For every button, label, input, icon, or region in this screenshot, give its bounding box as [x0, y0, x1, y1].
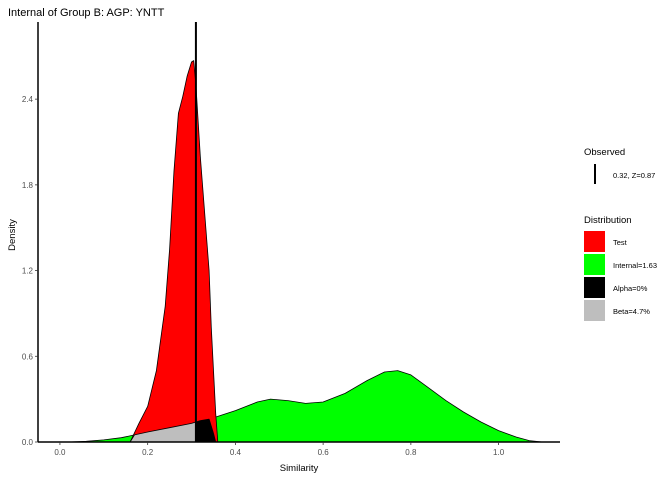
- series-layer: [68, 60, 543, 443]
- y-axis-title: Density: [7, 219, 18, 251]
- legend-observed-label: 0.32, Z=0.87: [613, 171, 655, 180]
- legend-swatch-beta-4-7: [584, 300, 605, 321]
- legend-swatch-alpha-0: [584, 277, 605, 298]
- legend-swatch-test: [584, 231, 605, 252]
- legend-label-test: Test: [613, 238, 628, 247]
- legend-observed-title: Observed: [584, 147, 625, 158]
- y-tick-label: 0.0: [22, 438, 34, 447]
- x-tick-label: 0.6: [318, 448, 330, 457]
- x-ticks: 0.0 0.2 0.4 0.6 0.8 1.0: [54, 442, 505, 457]
- x-tick-label: 0.8: [405, 448, 417, 457]
- x-tick-label: 1.0: [493, 448, 505, 457]
- y-tick-label: 2.4: [22, 95, 34, 104]
- legend-swatch-internal-1-63: [584, 254, 605, 275]
- legend-label-beta-4-7: Beta=4.7%: [613, 307, 650, 316]
- y-tick-label: 1.2: [22, 267, 34, 276]
- y-tick-label: 1.8: [22, 181, 34, 190]
- legend-entries: Test Internal=1.63 Alpha=0% Beta=4.7%: [584, 231, 657, 321]
- x-tick-label: 0.2: [142, 448, 154, 457]
- chart-title: Internal of Group B: AGP: YNTT: [8, 7, 165, 19]
- y-tick-label: 0.6: [22, 352, 34, 361]
- x-tick-label: 0.4: [230, 448, 242, 457]
- x-axis-title: Similarity: [280, 463, 319, 474]
- legend-label-internal-1-63: Internal=1.63: [613, 261, 657, 270]
- legend-distribution-title: Distribution: [584, 215, 632, 226]
- legend: Observed 0.32, Z=0.87 Distribution Test I…: [584, 147, 657, 321]
- legend-label-alpha-0: Alpha=0%: [613, 284, 648, 293]
- area-test: [129, 60, 219, 443]
- plot-area: 0.0 0.2 0.4 0.6 0.8 1.0 0.0 0.6 1.2 1.8 2.4: [22, 22, 560, 457]
- x-tick-label: 0.0: [54, 448, 66, 457]
- y-ticks: 0.0 0.6 1.2 1.8 2.4: [22, 95, 38, 447]
